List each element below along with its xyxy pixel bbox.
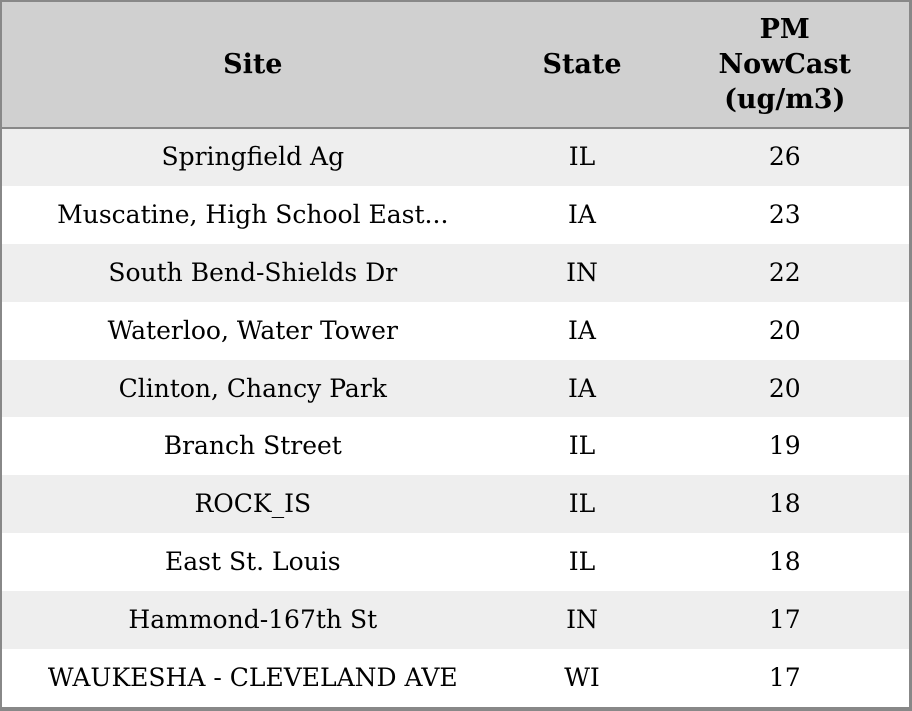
site-cell: Muscatine, High School East... [57, 199, 449, 229]
site-cell: ROCK_IS [194, 489, 312, 519]
state-cell: IL [568, 142, 596, 172]
state-cell: IN [566, 605, 598, 635]
state-cell: IL [568, 547, 596, 577]
site-cell: South Bend-Shields Dr [108, 257, 398, 287]
table-row: Clinton, Chancy Park IA 20 [2, 359, 909, 418]
pm-value-cell: 19 [768, 431, 801, 461]
state-cell: IA [568, 199, 596, 229]
pm-value-cell: 23 [768, 199, 801, 229]
pm-value-cell: 22 [768, 257, 801, 287]
site-cell: Branch Street [163, 431, 342, 461]
table-row: WAUKESHA - CLEVELAND AVE WI 17 [2, 649, 909, 707]
pm-value-cell: 20 [768, 315, 801, 345]
site-cell: Hammond-167th St [128, 605, 378, 635]
pm-value-cell: 18 [768, 489, 801, 519]
table-row: Waterloo, Water Tower IA 20 [2, 301, 909, 360]
state-cell: IL [568, 489, 596, 519]
state-cell: WI [564, 663, 600, 692]
site-cell: WAUKESHA - CLEVELAND AVE [47, 663, 458, 692]
site-cell: Clinton, Chancy Park [118, 373, 387, 403]
pm-value-cell: 26 [768, 142, 801, 172]
table-row: Springfield Ag IL 26 [2, 128, 909, 186]
table-row: Hammond-167th St IN 17 [2, 591, 909, 650]
state-cell: IL [568, 431, 596, 461]
pm-value-cell: 20 [768, 373, 801, 403]
state-cell: IA [568, 315, 596, 345]
pm-value-cell: 18 [768, 547, 801, 577]
pm-value-cell: 17 [768, 605, 801, 635]
site-cell: Springfield Ag [161, 142, 345, 172]
column-header-site: Site [2, 2, 504, 129]
column-header-pm-nowcast: PM NowCast (ug/m3) [660, 2, 909, 129]
table-row: East St. Louis IL 18 [2, 533, 909, 592]
header-row: Site State PM NowCast (ug/m3) [2, 2, 909, 129]
table-row: Branch Street IL 19 [2, 417, 909, 476]
table-row: ROCK_IS IL 18 [2, 475, 909, 534]
table-row: Muscatine, High School East... IA 23 [2, 185, 909, 244]
pm-value-cell: 17 [768, 663, 801, 692]
site-cell: East St. Louis [164, 547, 341, 577]
column-header-state: State [503, 2, 661, 129]
state-cell: IN [566, 257, 598, 287]
site-cell: Waterloo, Water Tower [107, 315, 398, 345]
table-row: South Bend-Shields Dr IN 22 [2, 243, 909, 302]
state-cell: IA [568, 373, 596, 403]
